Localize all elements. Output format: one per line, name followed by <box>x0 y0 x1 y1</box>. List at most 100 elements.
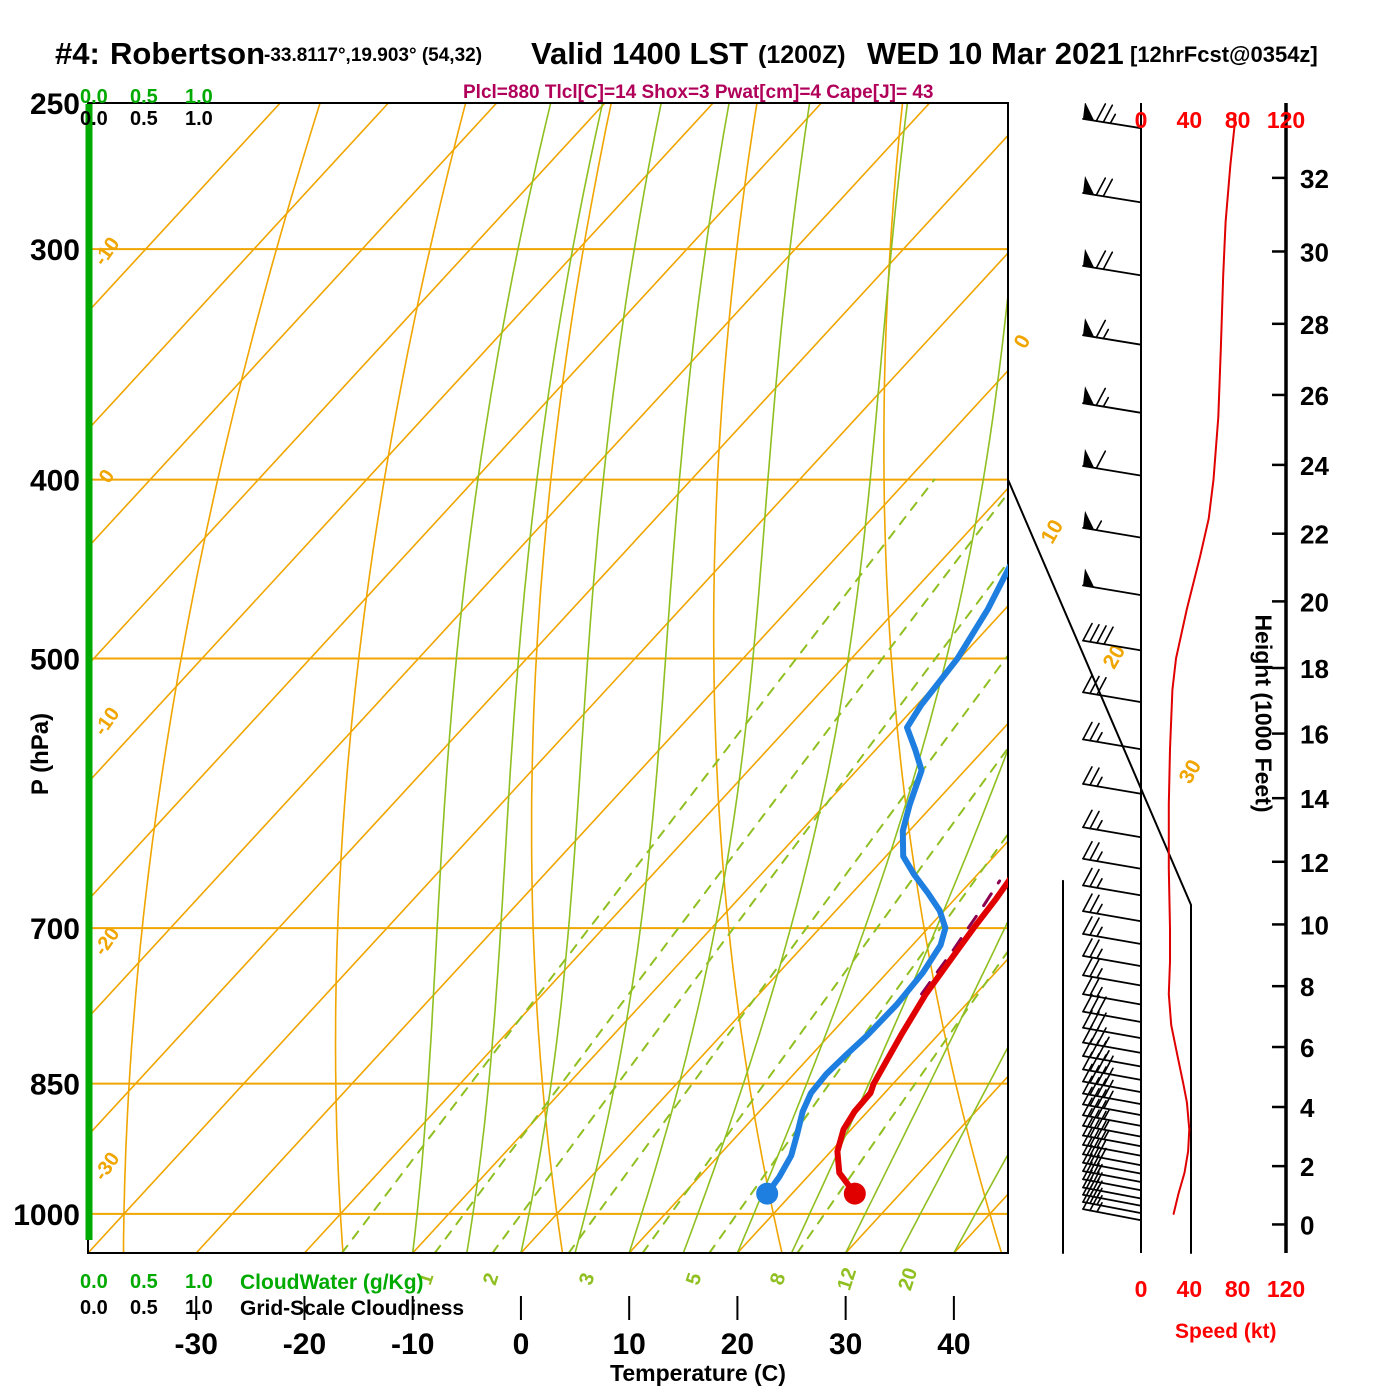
sounding-parameters: Plcl=880 Tlcl[C]=14 Shox=3 Pwat[cm]=4 Ca… <box>463 82 934 103</box>
moist-adiabat-45 <box>1007 1251 1008 1253</box>
height-tick-label-30: 30 <box>1300 237 1329 267</box>
wind-barb <box>1082 386 1142 414</box>
wind-barb-half <box>1096 968 1103 979</box>
wind-barb-full <box>1082 938 1093 957</box>
wind-barb-full <box>1082 1086 1093 1106</box>
wind-speed-curve <box>1167 117 1237 1215</box>
wind-barb-full <box>1082 1153 1093 1172</box>
wind-barb-full <box>1082 1117 1093 1137</box>
wind-barb-half <box>1103 1119 1110 1131</box>
wind-barb-full <box>1095 250 1107 269</box>
wind-barb <box>1082 938 1142 967</box>
valid-time: Valid 1400 LST <box>531 36 749 71</box>
wind-barb-full <box>1082 957 1093 977</box>
moist-adiabat--5 <box>466 103 604 1253</box>
mixing-ratio-20 <box>796 949 1008 1253</box>
wind-barb-half <box>1096 819 1103 831</box>
cloudiness-tick-1: 0.5 <box>130 108 158 130</box>
wind-barb-full <box>1082 1191 1093 1210</box>
mixing-ratio-2 <box>433 491 1008 1253</box>
wind-barb-full <box>1082 1009 1093 1029</box>
wind-barb-full <box>1082 1108 1093 1127</box>
wind-barb-full <box>1089 1128 1100 1147</box>
wind-barb-full <box>1089 1137 1100 1157</box>
speed-tick-label-bottom-40: 40 <box>1177 1276 1203 1302</box>
wind-barb-full <box>1096 1120 1107 1139</box>
wind-barb <box>1082 1097 1142 1127</box>
wind-barb <box>1082 1191 1142 1222</box>
wind-barb-half <box>1096 903 1103 915</box>
wind-barb-half <box>1096 948 1103 960</box>
speed-tick-label-bottom-120: 120 <box>1267 1276 1305 1302</box>
pressure-tick-label-400: 400 <box>30 465 80 498</box>
station-name: Robertson <box>110 36 265 71</box>
wind-speed-line <box>1167 117 1237 1215</box>
temperature-tick-label-30: 30 <box>829 1328 862 1361</box>
isotherm--30 <box>195 369 1008 1253</box>
wind-barb-full <box>1082 1184 1093 1203</box>
wind-barb-shaft <box>1082 1170 1142 1183</box>
wind-barb-shaft <box>1082 118 1142 130</box>
wind-barb <box>1082 721 1142 751</box>
mixing-ratio-3 <box>491 560 1008 1253</box>
wind-barb-full <box>1089 958 1100 978</box>
wind-barb-shaft <box>1082 826 1142 839</box>
pressure-tick-label-500: 500 <box>30 643 80 676</box>
moist-adiabat-35 <box>899 1045 1008 1253</box>
wind-barb-full <box>1089 894 1100 914</box>
isotherm--70 <box>88 103 823 902</box>
mixing-ratio-5 <box>567 653 1008 1253</box>
height-tick-label-18: 18 <box>1300 654 1329 684</box>
cloudwater-scale: 0.0 0.5 1.0 <box>80 86 300 110</box>
isotherm-label-right-3: 30 <box>1175 756 1207 788</box>
mixing-ratio-label-20: 20 <box>894 1265 922 1293</box>
temperature-axis-label: Temperature (C) <box>610 1360 786 1386</box>
wind-barb <box>1082 1127 1142 1157</box>
speed-tick-label-top-120: 120 <box>1267 107 1305 133</box>
wind-barb-full <box>1082 721 1093 741</box>
mixing-ratio-12 <box>708 832 1008 1253</box>
temperature-tick-label-0: 0 <box>513 1328 530 1361</box>
wind-barb-full <box>1089 939 1100 958</box>
wind-barb-full <box>1089 995 1100 1014</box>
speed-tick-label-bottom-80: 80 <box>1225 1276 1251 1302</box>
pressure-axis-label: P (hPa) <box>27 712 54 796</box>
wind-barb-full <box>1089 1185 1100 1205</box>
moist-adiabat-lines <box>411 103 1008 1253</box>
wind-panel-outline <box>1063 103 1191 1253</box>
height-tick-label-20: 20 <box>1300 587 1329 617</box>
wind-barb-shaft <box>1082 1092 1142 1105</box>
wind-barb <box>1082 103 1142 130</box>
cloudiness-bottom-tick-2: 1.0 <box>185 1297 213 1319</box>
wind-barb-shaft <box>1082 993 1142 1006</box>
wind-barb <box>1082 840 1142 870</box>
wind-barb-half <box>1096 731 1103 743</box>
mixing-ratio-1 <box>340 478 936 1253</box>
isotherm-label-right-0: 0 <box>1009 331 1035 353</box>
wind-barb-full <box>1082 809 1093 829</box>
wind-barb-full <box>1082 1161 1093 1181</box>
height-tick-label-6: 6 <box>1300 1033 1314 1063</box>
dry-adiabat--20 <box>334 103 467 1253</box>
speed-tick-label-bottom-0: 0 <box>1135 1276 1148 1302</box>
wind-barb-shaft <box>1082 1153 1142 1167</box>
wind-barb-shaft <box>1082 1186 1142 1200</box>
wind-barb-full <box>1096 1129 1107 1149</box>
parcel-trace <box>920 879 1002 996</box>
wind-barb-shaft <box>1082 334 1142 346</box>
wind-barb-full <box>1082 916 1093 935</box>
wind-barb-shaft <box>1082 265 1142 277</box>
pressure-tick-label-250: 250 <box>30 88 80 121</box>
wind-barb-full <box>1082 1169 1093 1189</box>
moist-adiabat-40 <box>953 1152 1008 1253</box>
cloudiness-bottom-tick-0: 0.0 <box>80 1297 108 1319</box>
isotherm-40 <box>953 1193 1008 1253</box>
wind-barb-shaft <box>1082 1068 1142 1081</box>
moist-adiabat-15 <box>682 103 909 1253</box>
temperature-tick-label--20: -20 <box>283 1328 326 1361</box>
wind-barb-shaft <box>1082 933 1142 945</box>
wind-barb-full <box>1082 893 1093 912</box>
height-tick-label-12: 12 <box>1300 848 1329 878</box>
speed-axis-label: Speed (kt) <box>1175 1320 1277 1343</box>
